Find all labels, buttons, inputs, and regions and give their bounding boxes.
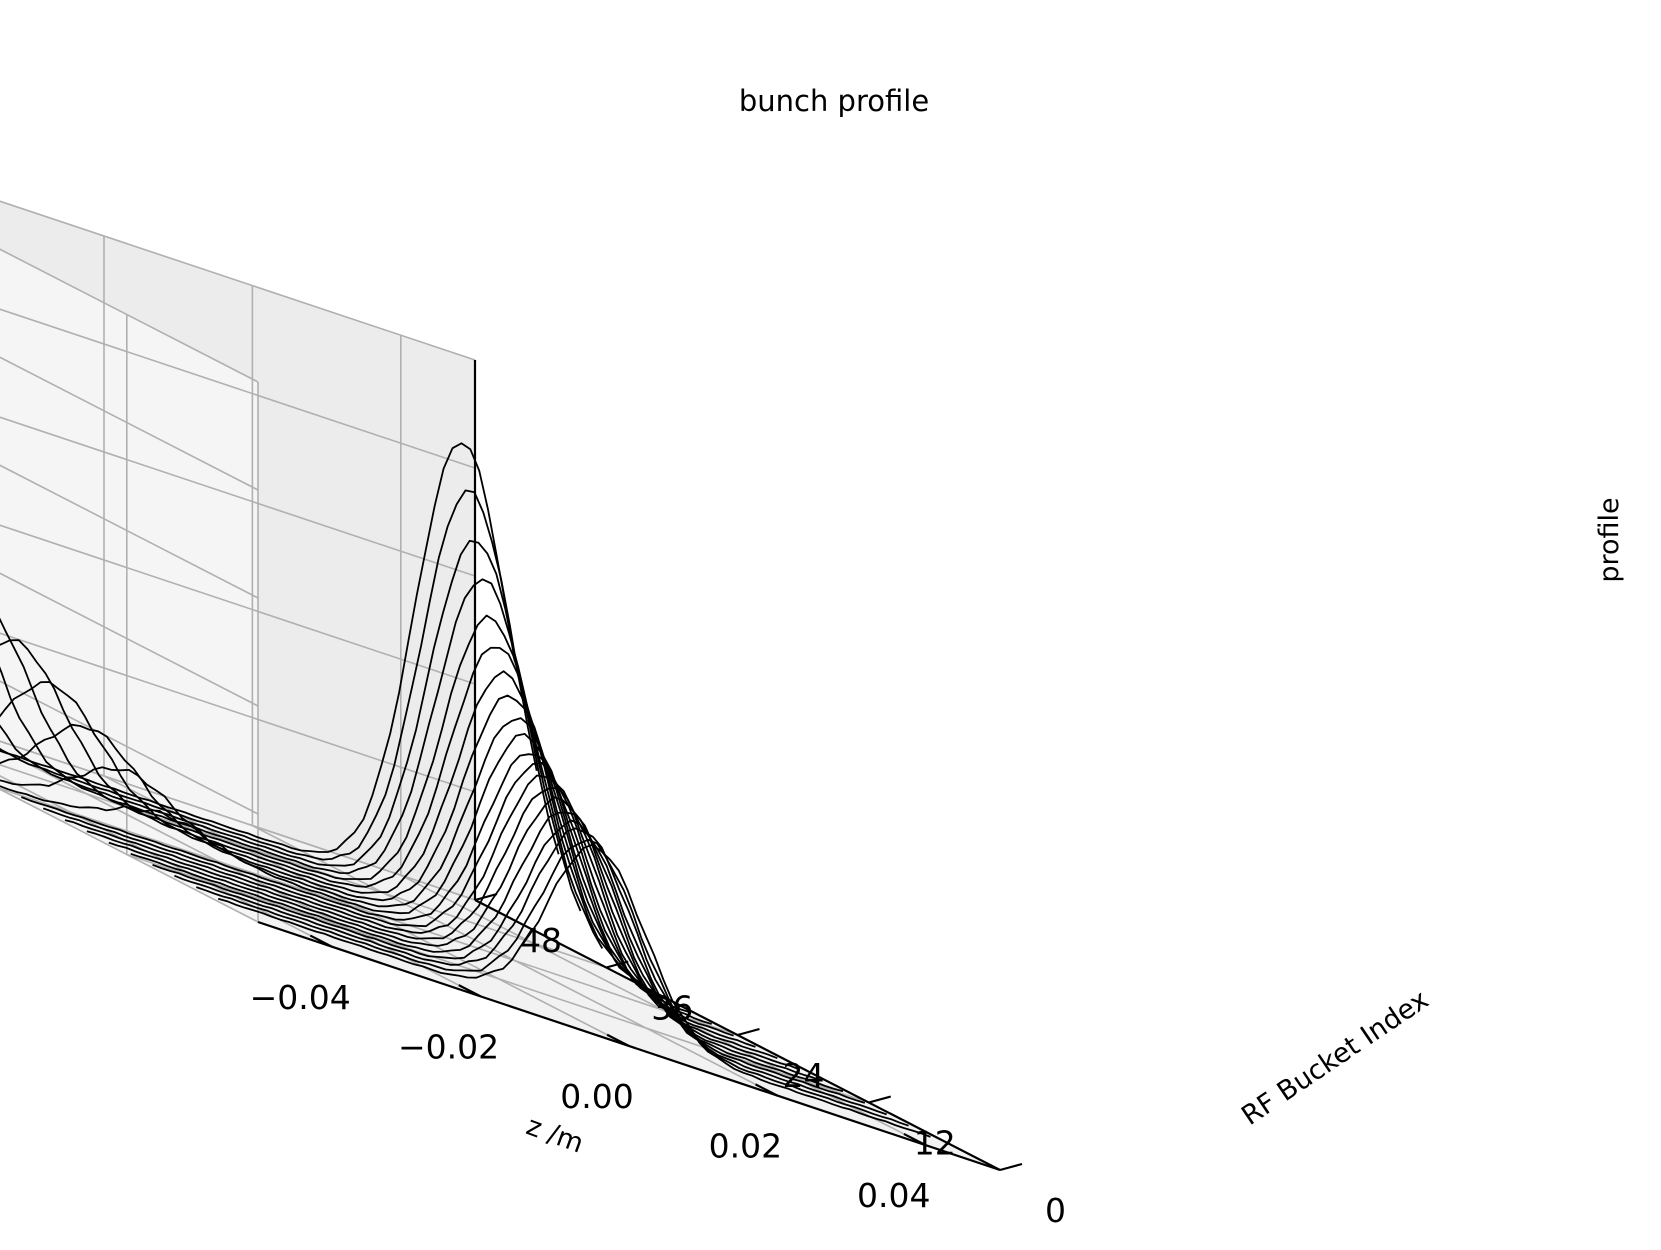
z-grid-line-4: [0, 308, 476, 491]
profile-line-bucket-8: [42, 762, 756, 1048]
y-tick-label-2: 24: [783, 1056, 825, 1095]
z-grid-line-0: [0, 740, 476, 923]
x-tick-label-2: 0.00: [560, 1077, 633, 1116]
axis-ticks: −0.04 −0.02 0.00 0.02 0.04 0 12 24 36 48: [250, 892, 1066, 1230]
z-grid-line-3: [0, 416, 476, 599]
x-tick-label-4: 0.04: [857, 1176, 930, 1215]
profile-line-bucket-1: [196, 838, 909, 1127]
y-grid-line-3: [0, 764, 607, 969]
y-tick-mark-2: [737, 1027, 760, 1037]
x-tick-mark-3: [755, 1083, 778, 1097]
z-grid-line-1: [0, 632, 476, 815]
x-tick-label-0: −0.04: [250, 978, 351, 1017]
profile-line-bucket-11: [0, 717, 691, 1013]
chart-title: bunch profile: [739, 84, 929, 118]
x-grid-line-0: [0, 775, 333, 948]
x-tick-mark-1: [458, 984, 482, 998]
profile-line-bucket-14: [0, 639, 625, 971]
profile-line-bucket-3: [152, 819, 866, 1104]
profile-line-bucket-9: [20, 753, 734, 1037]
y-tick-mark-0: [999, 1162, 1023, 1172]
z-axis-label: profile: [1594, 497, 1625, 582]
y-tick-mark-1: [868, 1095, 892, 1104]
profile-line-bucket-4: [130, 811, 844, 1093]
profile-line-bucket-17: [0, 539, 560, 867]
x-tick-mark-2: [606, 1033, 630, 1047]
y-tick-mark-4: [474, 892, 498, 902]
x-axis-label: z /m: [522, 1111, 587, 1160]
y-tick-label-0: 0: [1045, 1191, 1066, 1230]
y-axis-label: RF Bucket Index: [1236, 984, 1434, 1132]
profile-line-bucket-0: [217, 843, 931, 1138]
z-grid-line-5: [0, 200, 476, 383]
profile-line-bucket-15: [0, 614, 604, 949]
x-tick-label-3: 0.02: [709, 1127, 782, 1166]
y-tick-label-1: 12: [914, 1124, 956, 1163]
z-grid-line-2: [0, 524, 476, 707]
profile-line-bucket-13: [0, 670, 647, 988]
profile-line-bucket-10: [0, 733, 712, 1025]
profile-line-bucket-5: [108, 796, 822, 1082]
x-grid-line-1: [0, 748, 481, 998]
profile-lines: [0, 442, 931, 1138]
profile-line-bucket-12: [0, 694, 669, 1001]
y-tick-label-3: 36: [651, 989, 693, 1028]
y-tick-mark-3: [605, 960, 629, 969]
x-tick-mark-0: [309, 934, 333, 948]
profile-line-bucket-2: [174, 827, 887, 1116]
profile-line-bucket-7: [64, 774, 778, 1060]
profile-line-bucket-16: [0, 578, 582, 912]
x-tick-label-1: −0.02: [398, 1027, 499, 1066]
y-tick-label-4: 48: [520, 921, 562, 960]
x-tick-mark-4: [903, 1132, 927, 1147]
